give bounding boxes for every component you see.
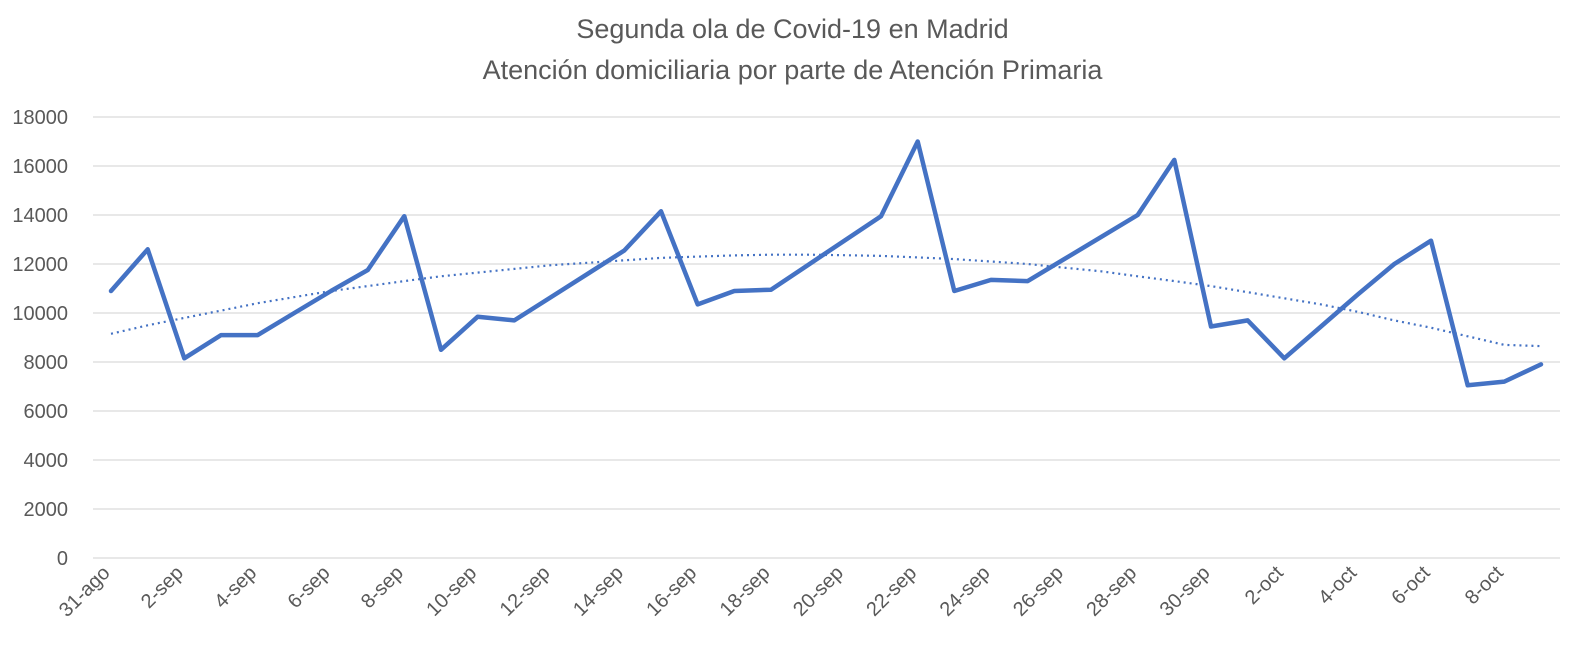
trendline-series [110, 253, 1542, 348]
chart-title: Segunda ola de Covid-19 en Madrid [576, 14, 1009, 44]
x-tick-label: 4-sep [210, 562, 261, 613]
y-tick-label: 4000 [24, 450, 69, 472]
y-tick-label: 12000 [12, 254, 68, 276]
x-tick-label: 4-oct [1314, 562, 1361, 609]
x-tick-label: 26-sep [1009, 562, 1068, 621]
chart-subtitle: Atención domiciliaria por parte de Atenc… [482, 55, 1103, 85]
x-tick-label: 22-sep [862, 562, 921, 621]
x-tick-label: 8-sep [357, 562, 408, 613]
y-axis-ticks: 0 2000 4000 6000 8000 10000 12000 14000 16000 180… [12, 107, 68, 570]
data-series-line [108, 139, 1544, 388]
x-tick-label: 20-sep [789, 562, 848, 621]
y-tick-label: 16000 [12, 156, 68, 178]
x-tick-label: 12-sep [496, 562, 555, 621]
x-axis-ticks: 31-ago 2-sep 4-sep 6-sep 8-sep 10-sep 12-sep 14… [55, 562, 1508, 622]
y-tick-label: 10000 [12, 303, 68, 325]
x-tick-label: 2-oct [1241, 562, 1288, 609]
x-tick-label: 28-sep [1082, 562, 1141, 621]
x-tick-label: 30-sep [1156, 562, 1215, 621]
x-tick-label: 6-oct [1388, 562, 1435, 609]
y-tick-label: 2000 [24, 499, 69, 521]
x-tick-label: 31-ago [55, 562, 115, 622]
y-tick-label: 0 [57, 548, 68, 570]
y-tick-label: 6000 [24, 401, 69, 423]
x-tick-label: 8-oct [1461, 562, 1508, 609]
x-tick-label: 18-sep [716, 562, 775, 621]
y-tick-label: 14000 [12, 205, 68, 227]
gridlines [93, 116, 1560, 559]
series-lines [108, 139, 1544, 388]
y-tick-label: 8000 [24, 352, 69, 374]
x-tick-label: 10-sep [422, 562, 481, 621]
x-tick-label: 14-sep [569, 562, 628, 621]
x-tick-label: 16-sep [642, 562, 701, 621]
y-tick-label: 18000 [12, 107, 68, 129]
x-tick-label: 24-sep [936, 562, 995, 621]
x-tick-label: 2-sep [137, 562, 188, 613]
x-tick-label: 6-sep [284, 562, 335, 613]
